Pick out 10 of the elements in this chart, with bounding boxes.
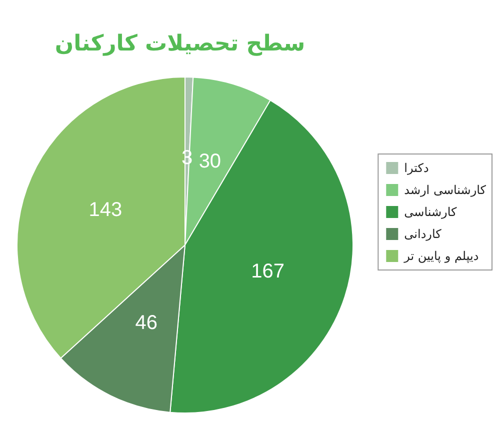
legend-label: کارشناسی ارشد [404,183,486,197]
legend-label: دیپلم و پایین تر [403,249,479,263]
data-label: 143 [88,198,122,221]
data-label: 167 [251,260,285,283]
legend-label: دکترا [404,161,429,175]
chart-title: سطح تحصیلات کارکنان [54,32,306,56]
legend-label: کارشناسی [404,205,457,219]
data-label: 30 [198,150,222,173]
legend-label: کاردانی [404,227,442,241]
data-label: 46 [135,312,158,334]
